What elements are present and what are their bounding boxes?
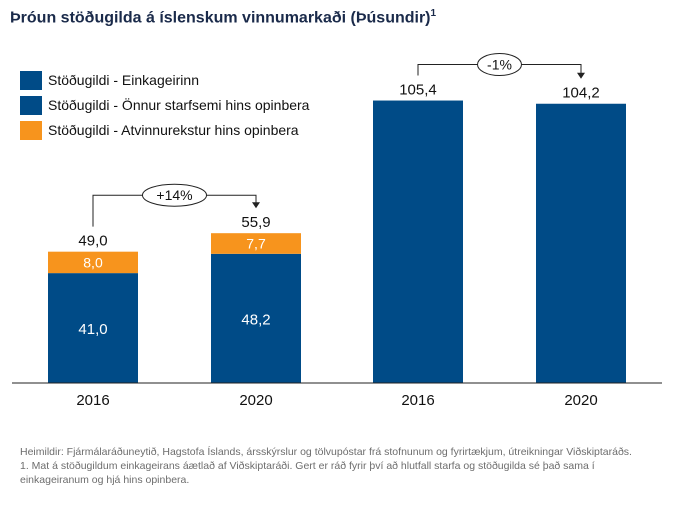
chart-title: Þróun stöðugilda á íslenskum vinnumarkað… xyxy=(10,8,437,27)
bar-private-0 xyxy=(48,273,138,383)
segment-label-business-1: 7,7 xyxy=(246,236,266,252)
segment-label-private-1: 48,2 xyxy=(241,311,270,328)
footnote-1: 1. Mat á stöðugildum einkageirans áætlað… xyxy=(20,460,595,486)
legend-swatch-public-business xyxy=(20,121,42,140)
annotation-arrowhead-0 xyxy=(252,202,260,209)
bar-public-other-2 xyxy=(373,100,463,383)
footnotes: Heimildir: Fjármálaráðuneytið, Hagstofa … xyxy=(20,445,660,487)
total-label-3: 104,2 xyxy=(562,85,600,102)
bar-public-other-3 xyxy=(536,103,626,383)
footnote-sources: Heimildir: Fjármálaráðuneytið, Hagstofa … xyxy=(20,446,632,458)
segment-label-private-0: 41,0 xyxy=(78,321,107,338)
total-label-0: 49,0 xyxy=(78,233,107,250)
annotation-label-1: -1% xyxy=(487,57,512,73)
annotation-bubble-0 xyxy=(142,183,207,207)
total-label-1: 55,9 xyxy=(241,214,270,231)
bar-private-1 xyxy=(211,253,301,383)
legend-label-public-business: Stöðugildi - Atvinnurekstur hins opinber… xyxy=(48,122,299,138)
chart-canvas: 41,0 8,0 49,0 2016 48,2 7,7 55,9 2020 105,4 2016 1… xyxy=(12,53,662,409)
x-tick-label-0: 2016 xyxy=(76,392,109,409)
x-tick-label-1: 2020 xyxy=(239,392,272,409)
total-label-2: 105,4 xyxy=(399,82,437,99)
bar-public-business-1 xyxy=(211,233,301,254)
legend-label-public-other: Stöðugildi - Önnur starfsemi hins opinbe… xyxy=(48,97,310,113)
bar-public-business-0 xyxy=(48,251,138,274)
legend-label-private: Stöðugildi - Einkageirinn xyxy=(48,72,199,88)
legend-swatch-public-other xyxy=(20,96,42,115)
annotation-arrowhead-1 xyxy=(577,72,585,79)
segment-label-business-0: 8,0 xyxy=(83,254,103,270)
annotation-label-0: +14% xyxy=(156,187,192,203)
x-tick-label-2: 2016 xyxy=(401,392,434,409)
x-tick-label-3: 2020 xyxy=(564,392,597,409)
legend-swatch-private xyxy=(20,71,42,90)
annotation-bubble-1 xyxy=(477,53,522,77)
